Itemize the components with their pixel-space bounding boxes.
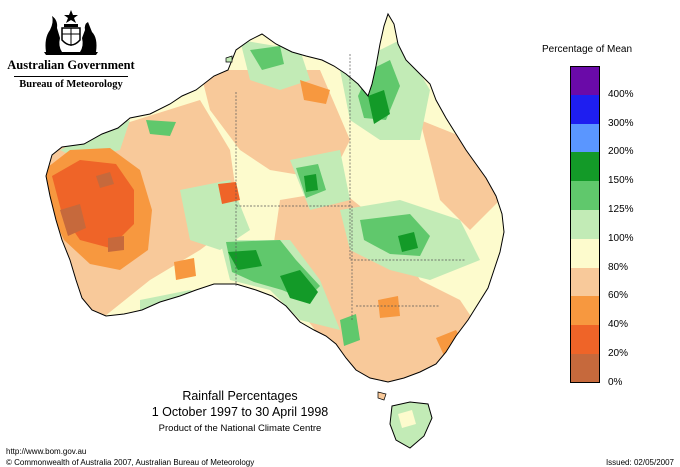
legend-label: 100% <box>608 232 634 244</box>
copyright-notice: © Commonwealth of Australia 2007, Austra… <box>6 458 255 467</box>
legend-frame <box>570 66 600 383</box>
website-link[interactable]: http://www.bom.gov.au <box>6 447 87 456</box>
map-title: Rainfall Percentages <box>182 389 298 403</box>
coat-of-arms-icon <box>44 10 98 55</box>
product-note: Product of the National Climate Centre <box>158 423 322 434</box>
legend-label: 125% <box>608 204 634 215</box>
header-divider <box>14 76 128 77</box>
legend-label: 150% <box>608 175 634 187</box>
legend-label: 400% <box>608 88 634 100</box>
legend-swatch <box>570 152 600 182</box>
legend-swatch <box>570 66 600 95</box>
legend-label: 300% <box>608 117 634 129</box>
government-name: Australian Government <box>7 58 135 72</box>
legend-label: 80% <box>608 261 629 273</box>
legend-label: 200% <box>608 146 634 158</box>
agency-name: Bureau of Meteorology <box>19 79 123 90</box>
legend-title: Percentage of Mean <box>541 44 633 55</box>
legend-label: 40% <box>608 319 629 331</box>
map-period: 1 October 1997 to 30 April 1998 <box>151 405 329 419</box>
issued-date: Issued: 02/05/2007 <box>605 458 674 467</box>
legend-swatch <box>570 325 600 354</box>
legend-label: 60% <box>608 290 629 302</box>
legend-label: 20% <box>608 348 629 359</box>
legend-swatch <box>570 296 600 326</box>
legend-label: 0% <box>608 376 623 388</box>
